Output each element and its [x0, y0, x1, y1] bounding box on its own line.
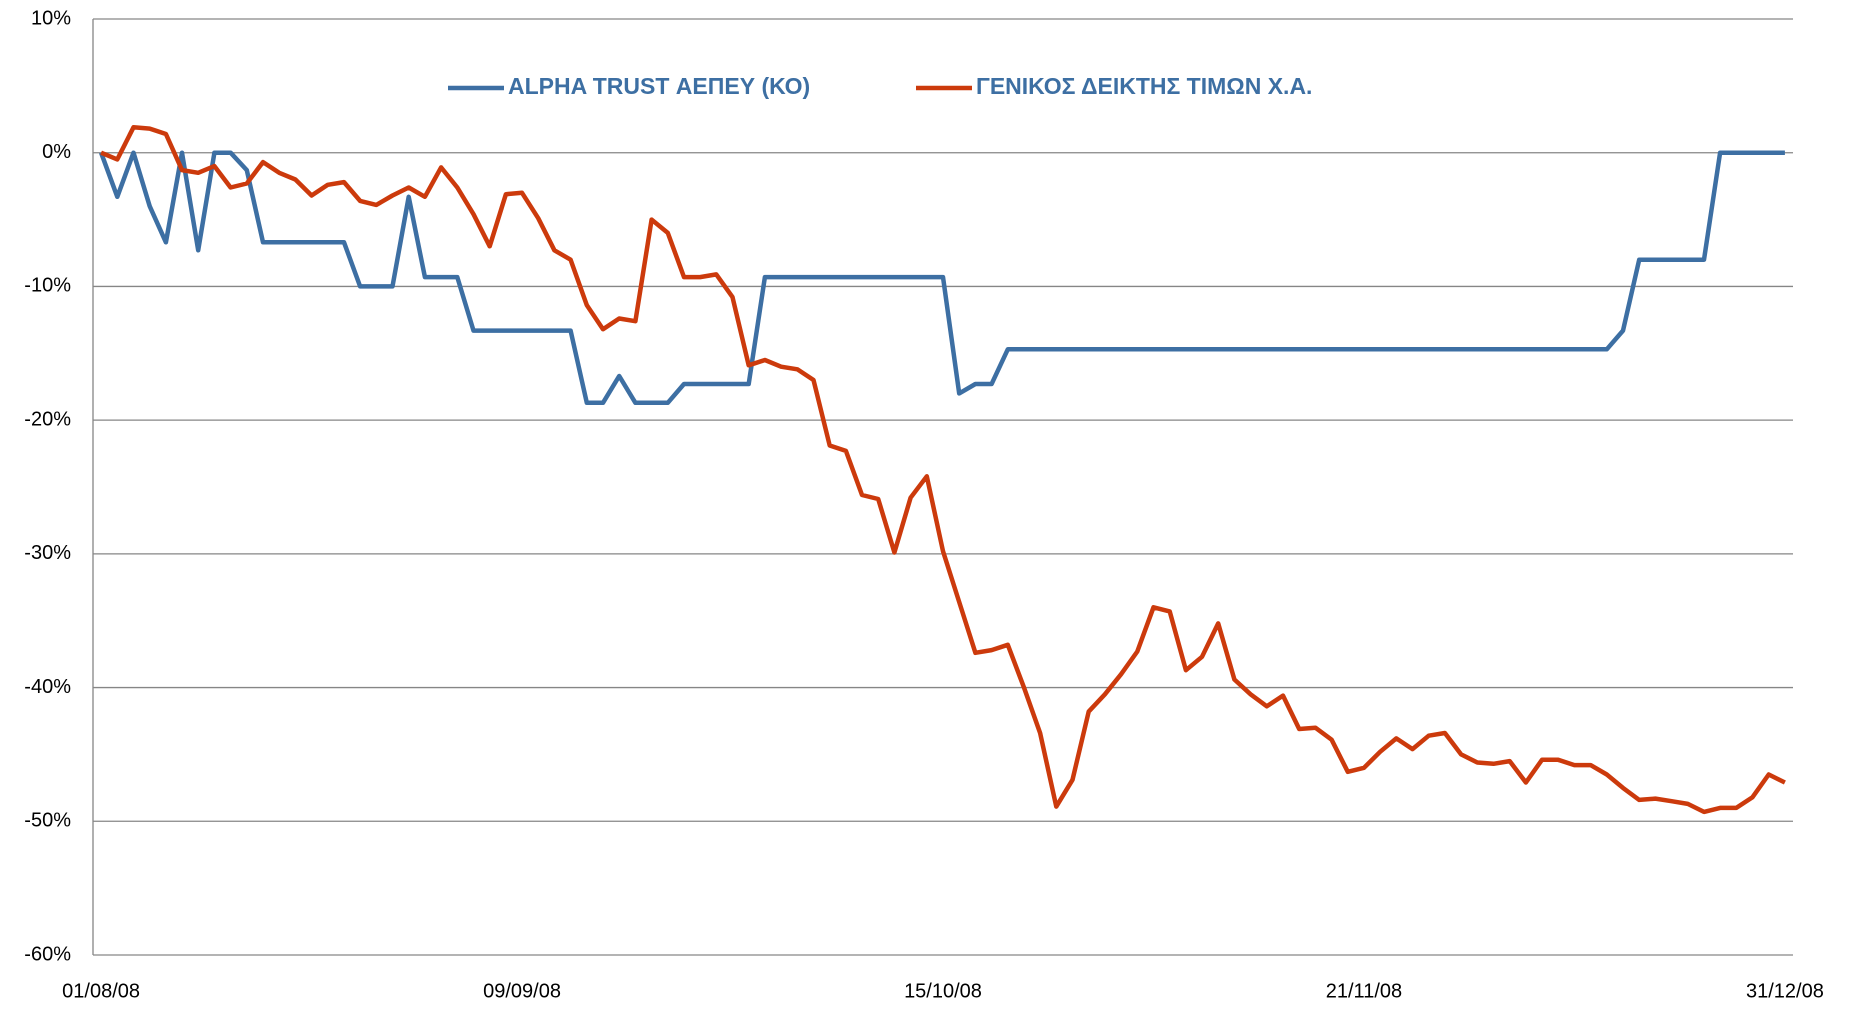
- x-tick-label: 31/12/08: [1746, 980, 1824, 1002]
- series-line: [98, 150, 1785, 406]
- series-line: [100, 125, 1786, 815]
- y-tick-label: -30%: [24, 542, 71, 564]
- x-tick-label: 09/09/08: [483, 980, 561, 1002]
- x-tick-label: 15/10/08: [904, 980, 982, 1002]
- y-tick-label: -50%: [24, 810, 71, 832]
- y-tick-label: 10%: [31, 7, 71, 29]
- y-tick-label: -60%: [24, 943, 71, 965]
- x-tick-label: 01/08/08: [62, 980, 140, 1002]
- y-tick-label: -10%: [24, 275, 71, 297]
- legend-label: ΓΕΝΙΚΟΣ ΔΕΙΚΤΗΣ ΤΙΜΩΝ Χ.Α.: [976, 73, 1312, 99]
- legend-label: ALPHA TRUST ΑΕΠΕΥ (ΚΟ): [508, 73, 810, 99]
- y-tick-label: -40%: [24, 676, 71, 698]
- x-tick-label: 21/11/08: [1326, 980, 1402, 1002]
- y-tick-label: 0%: [42, 141, 71, 163]
- y-tick-label: -20%: [24, 408, 71, 430]
